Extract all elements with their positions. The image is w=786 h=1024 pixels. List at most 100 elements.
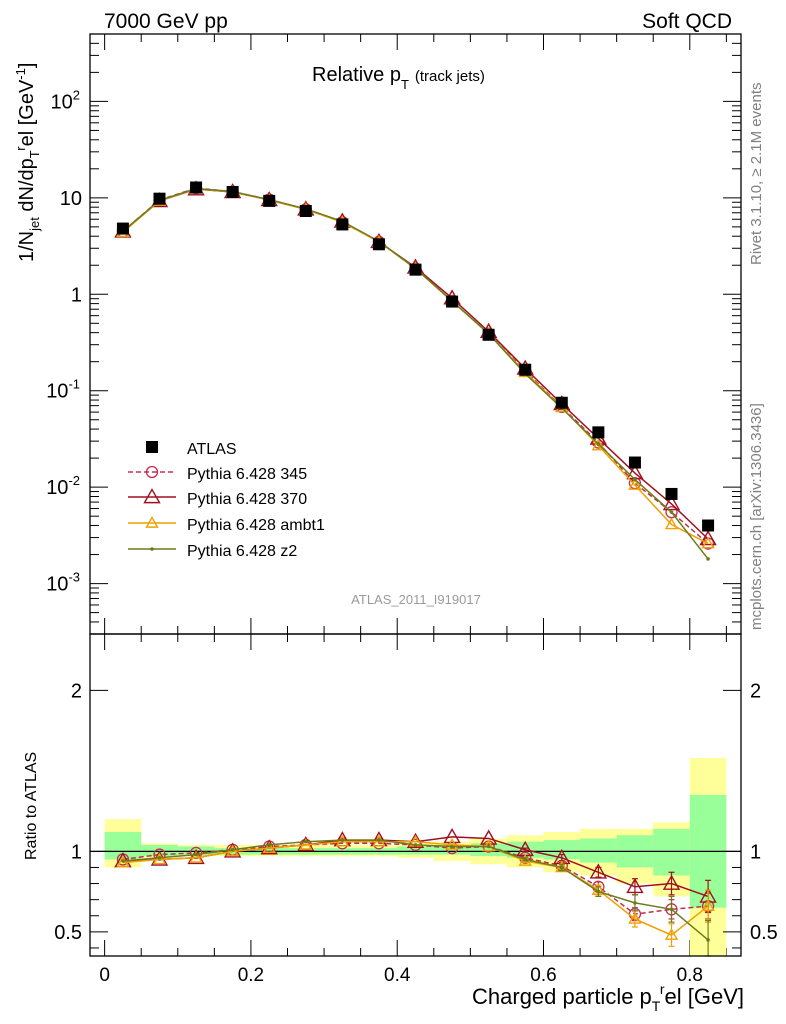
ratio-point [413, 843, 418, 847]
atlas-point [372, 238, 385, 251]
atlas-point [226, 185, 239, 198]
y-tick-label: 1 [71, 284, 82, 306]
y-tick-label: 10-1 [46, 377, 80, 403]
watermark: ATLAS_2011_I919017 [351, 592, 481, 607]
ratio-point [340, 838, 345, 842]
header-right: Soft QCD [642, 10, 732, 33]
x-tick-label: 0.6 [530, 965, 556, 986]
ratio-point [701, 899, 715, 911]
ratio-point [335, 834, 350, 847]
ratio-point [406, 832, 425, 849]
ratio-y-tick-label-right: 1 [750, 841, 761, 863]
side-text-top: Rivet 3.1.10, ≥ 2.1M events [748, 83, 765, 266]
atlas-point [116, 222, 129, 235]
data-point [591, 438, 606, 451]
ratio-point [479, 829, 498, 845]
ratio-y-tick-label-right: 0.5 [750, 922, 778, 944]
series-line-1 [122, 188, 709, 540]
x-tick-label: 0.2 [238, 965, 264, 986]
ratio-point [157, 855, 162, 860]
legend-marker [150, 547, 154, 551]
ratio-point [628, 912, 642, 924]
atlas-point [628, 456, 641, 469]
atlas-point [519, 363, 532, 376]
atlas-point [665, 487, 678, 500]
atlas-point [409, 263, 422, 276]
ratio-y-tick-label: 0.5 [54, 922, 82, 944]
ratio-point [299, 837, 313, 850]
data-point [664, 517, 679, 530]
legend-label: Pythia 6.428 z2 [187, 543, 297, 560]
ratio-point [262, 841, 276, 853]
ratio-point [303, 839, 308, 844]
legend-marker [145, 465, 159, 479]
data-point [628, 478, 642, 490]
x-tick-label: 0 [99, 965, 110, 986]
ratio-y-tick-label: 2 [71, 680, 82, 702]
y-tick-label: 10-3 [46, 570, 80, 596]
data-point [706, 557, 710, 561]
ratio-point [230, 847, 235, 852]
ratio-point [706, 938, 710, 942]
data-point [699, 530, 717, 546]
atlas-point [555, 396, 568, 409]
legend-label: Pythia 6.428 370 [187, 491, 307, 508]
ratio-point [633, 901, 637, 905]
x-axis-label: Charged particle pTrel [GeV] [472, 981, 744, 1014]
ratio-point [664, 928, 679, 940]
chart-title-main: Relative p [312, 64, 401, 86]
atlas-point [336, 218, 349, 231]
legend-marker [145, 516, 159, 528]
ratio-point [267, 843, 272, 847]
data-point [596, 442, 601, 446]
atlas-point [190, 181, 203, 194]
stat-band [433, 844, 471, 855]
x-tick-label: 0.8 [677, 965, 703, 986]
legend-label: Pythia 6.428 345 [187, 466, 307, 483]
y-tick-label: 10 [60, 188, 82, 210]
ratio-point [662, 874, 681, 890]
data-point [633, 477, 637, 482]
ratio-point [443, 827, 461, 844]
ratio-point [194, 852, 198, 857]
legend-label: Pythia 6.428 ambt1 [187, 517, 325, 534]
ratio-y-tick-label: 1 [71, 841, 82, 863]
stat-band [104, 832, 142, 860]
chart-title-sub: T [401, 77, 409, 92]
y-tick-label: 102 [51, 87, 80, 113]
ratio-point [445, 837, 459, 850]
atlas-point [263, 194, 276, 207]
ratio-point [553, 848, 571, 865]
legend-marker [146, 441, 158, 453]
ratio-frame [89, 633, 742, 957]
legend: ATLAS Pythia 6.428 345 Pythia 6.428 370 Pyt… [128, 441, 325, 560]
ratio-point [116, 855, 130, 868]
ratio-point [486, 844, 491, 849]
ratio-point [377, 838, 381, 842]
atlas-point [592, 426, 605, 439]
header-left: 7000 GeV pp [104, 10, 228, 33]
ratio-y-label: Ratio to ATLAS [23, 752, 40, 860]
data-point [669, 510, 674, 514]
data-point [662, 495, 681, 511]
chart-title: Relative pT (track jets) [312, 64, 485, 92]
ratio-point [189, 850, 203, 863]
atlas-point [299, 205, 312, 218]
side-text-bottom: mcplots.cern.ch [arXiv:1306.3436] [748, 403, 765, 630]
ratio-line-2 [122, 840, 709, 936]
main-panel: 10-3 10-2 10-1 1 10 102 [46, 33, 741, 635]
legend-marker [143, 488, 161, 504]
legend-label: ATLAS [187, 441, 237, 458]
x-tick-label: 0.4 [384, 965, 411, 986]
atlas-point [482, 328, 495, 341]
ratio-panel: 0 0.2 0.4 0.6 0.8 0.5 0.5 1 1 2 2 [54, 634, 778, 986]
data-point [701, 536, 715, 549]
main-y-label: 1/Njet dN/dpTrel [GeV-1] [13, 63, 42, 262]
atlas-point [446, 295, 459, 308]
atlas-point [702, 519, 715, 532]
atlas-point [153, 192, 166, 205]
chart-title-note: (track jets) [415, 68, 485, 85]
stat-band [653, 828, 690, 876]
stat-band [580, 838, 617, 863]
